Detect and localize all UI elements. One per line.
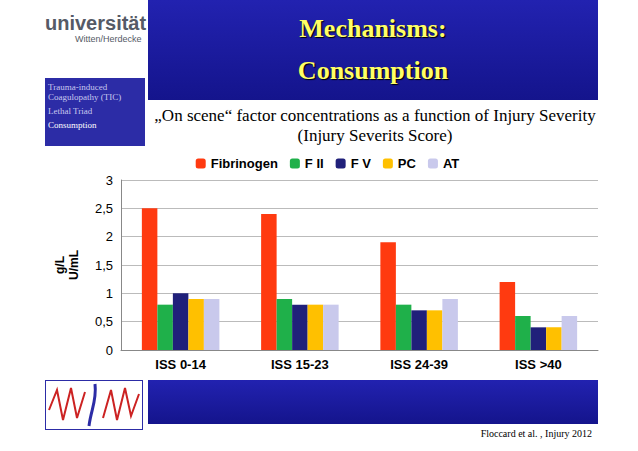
html-text:Floccard et al. , Injury 2012: Floccard et al. , Injury 2012 xyxy=(480,428,592,439)
svg-text:2: 2 xyxy=(106,229,113,244)
html-text:Mechanisms:: Mechanisms: xyxy=(299,14,447,43)
html-text:Trauma-induced Coagulopathy (T: Trauma-induced Coagulopathy (TIC) xyxy=(48,82,122,102)
svg-text:ISS 15-23: ISS 15-23 xyxy=(271,357,329,372)
svg-text:0,5: 0,5 xyxy=(95,314,113,329)
html-text:Consumption: Consumption xyxy=(297,56,449,85)
svg-text:2,5: 2,5 xyxy=(95,201,113,216)
html-text:Consumption: Consumption xyxy=(48,120,97,130)
svg-text:U/mL: U/mL xyxy=(67,250,81,280)
html-text:Witten/Herdecke: Witten/Herdecke xyxy=(75,34,142,44)
svg-text:ISS 24-39: ISS 24-39 xyxy=(390,357,448,372)
svg-text:AT: AT xyxy=(443,156,459,171)
html-text:„On scene“ factor concentratio: „On scene“ factor concentrations as a fu… xyxy=(154,106,596,145)
svg-text:1: 1 xyxy=(106,286,113,301)
svg-text:1,5: 1,5 xyxy=(95,258,113,273)
svg-text:PC: PC xyxy=(398,156,417,171)
svg-text:0: 0 xyxy=(106,343,113,358)
svg-text:F II: F II xyxy=(305,156,324,171)
html-text:Lethal Triad: Lethal Triad xyxy=(48,106,93,116)
svg-text:ISS >40: ISS >40 xyxy=(515,357,562,372)
svg-text:ISS 0-14: ISS 0-14 xyxy=(155,357,206,372)
html-text:universität: universität xyxy=(45,12,147,34)
svg-text:Fibrinogen: Fibrinogen xyxy=(211,156,278,171)
svg-text:F V: F V xyxy=(351,156,372,171)
svg-text:g/L: g/L xyxy=(53,256,67,274)
svg-text:3: 3 xyxy=(106,173,113,188)
